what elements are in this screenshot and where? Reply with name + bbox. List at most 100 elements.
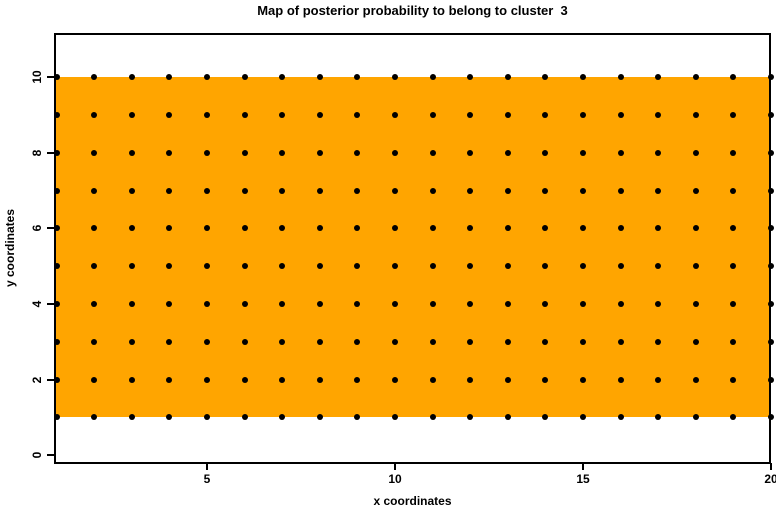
grid-point bbox=[241, 301, 248, 307]
x-axis-title: x coordinates bbox=[373, 494, 452, 508]
grid-point bbox=[392, 149, 398, 156]
grid-point bbox=[429, 187, 436, 194]
x-tick-label: 5 bbox=[203, 472, 211, 486]
grid-point bbox=[692, 74, 699, 81]
grid-point bbox=[692, 187, 699, 194]
grid-point bbox=[91, 414, 98, 421]
grid-point bbox=[354, 414, 361, 421]
y-tick-label: 6 bbox=[30, 225, 44, 232]
grid-point bbox=[316, 301, 323, 307]
grid-point bbox=[655, 263, 662, 270]
grid-point bbox=[166, 149, 173, 156]
grid-point bbox=[542, 338, 549, 345]
grid-point bbox=[730, 301, 737, 307]
grid-point bbox=[166, 376, 173, 383]
grid-point bbox=[504, 149, 511, 156]
grid-point bbox=[166, 112, 173, 118]
grid-point bbox=[580, 74, 586, 81]
grid-point bbox=[655, 112, 662, 118]
grid-point bbox=[504, 301, 511, 307]
grid-point bbox=[316, 414, 323, 421]
grid-point bbox=[354, 74, 361, 81]
grid-point bbox=[768, 414, 774, 421]
grid-point bbox=[467, 376, 474, 383]
grid-point bbox=[655, 187, 662, 194]
grid-point bbox=[279, 338, 286, 345]
grid-point bbox=[580, 376, 586, 383]
grid-point bbox=[580, 414, 586, 421]
x-tick-label: 15 bbox=[576, 472, 590, 486]
y-tick-label: 0 bbox=[30, 451, 44, 459]
grid-point bbox=[392, 376, 398, 383]
grid-point bbox=[204, 263, 210, 270]
grid-point bbox=[504, 263, 511, 270]
grid-point bbox=[53, 149, 60, 156]
grid-point bbox=[53, 338, 60, 345]
grid-point bbox=[316, 149, 323, 156]
x-tick-mark bbox=[394, 463, 396, 470]
grid-point bbox=[429, 338, 436, 345]
grid-point bbox=[768, 149, 774, 156]
grid-point bbox=[204, 225, 210, 232]
grid-point bbox=[692, 112, 699, 118]
grid-point bbox=[166, 187, 173, 194]
grid-point bbox=[692, 376, 699, 383]
grid-point bbox=[504, 376, 511, 383]
grid-point bbox=[91, 74, 98, 81]
grid-point bbox=[392, 301, 398, 307]
grid-point bbox=[467, 263, 474, 270]
grid-point bbox=[392, 112, 398, 118]
grid-point bbox=[542, 149, 549, 156]
grid-point bbox=[166, 225, 173, 232]
grid-point bbox=[504, 414, 511, 421]
grid-point bbox=[53, 263, 60, 270]
grid-point bbox=[91, 263, 98, 270]
grid-point bbox=[53, 301, 60, 307]
grid-point bbox=[241, 225, 248, 232]
grid-point bbox=[692, 149, 699, 156]
grid-point bbox=[429, 414, 436, 421]
grid-point bbox=[392, 225, 398, 232]
x-tick-label: 20 bbox=[764, 472, 776, 486]
grid-point bbox=[429, 112, 436, 118]
grid-point bbox=[316, 74, 323, 81]
plot-border bbox=[54, 33, 771, 464]
grid-point bbox=[392, 187, 398, 194]
grid-point bbox=[204, 376, 210, 383]
grid-point bbox=[692, 263, 699, 270]
grid-point bbox=[241, 338, 248, 345]
grid-point bbox=[542, 74, 549, 81]
grid-point bbox=[730, 414, 737, 421]
y-tick-mark bbox=[47, 454, 54, 457]
grid-point bbox=[655, 376, 662, 383]
grid-point bbox=[429, 225, 436, 232]
grid-point bbox=[392, 263, 398, 270]
grid-point bbox=[580, 301, 586, 307]
grid-point bbox=[692, 301, 699, 307]
grid-point bbox=[617, 376, 624, 383]
grid-point bbox=[768, 338, 774, 345]
grid-point bbox=[166, 338, 173, 345]
grid-point bbox=[617, 187, 624, 194]
grid-point bbox=[542, 301, 549, 307]
grid-point bbox=[166, 414, 173, 421]
grid-point bbox=[542, 225, 549, 232]
grid-point bbox=[91, 187, 98, 194]
grid-point bbox=[91, 301, 98, 307]
grid-point bbox=[204, 301, 210, 307]
grid-point bbox=[692, 225, 699, 232]
grid-point bbox=[241, 149, 248, 156]
grid-point bbox=[617, 338, 624, 345]
grid-point bbox=[354, 187, 361, 194]
grid-point bbox=[166, 74, 173, 81]
grid-point bbox=[467, 338, 474, 345]
grid-point bbox=[429, 149, 436, 156]
grid-point bbox=[655, 74, 662, 81]
grid-point bbox=[655, 225, 662, 232]
x-tick-label: 10 bbox=[388, 472, 402, 486]
chart-title: Map of posterior probability to belong t… bbox=[257, 3, 568, 18]
grid-point bbox=[128, 112, 135, 118]
grid-point bbox=[204, 187, 210, 194]
grid-point bbox=[279, 263, 286, 270]
